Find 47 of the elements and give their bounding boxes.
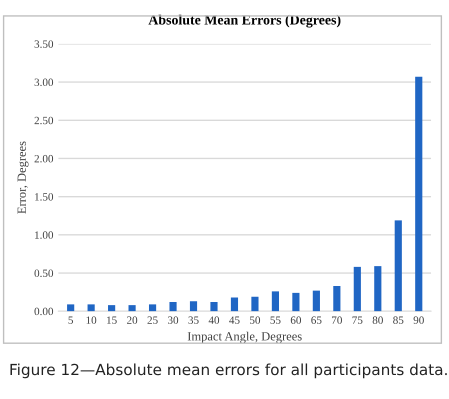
x-tick-label: 85 <box>393 316 404 324</box>
x-tick-label: 75 <box>352 316 362 324</box>
y-axis-title: Error, Degrees <box>18 141 29 214</box>
bar <box>230 297 238 312</box>
bar <box>354 266 361 312</box>
y-tick-label: 1.50 <box>35 193 54 201</box>
x-tick-label: 90 <box>414 316 424 324</box>
y-tick-label: 3.00 <box>34 78 54 86</box>
y-tick-label: 2.50 <box>34 116 54 124</box>
bar <box>415 76 422 312</box>
y-tick-label: 2.00 <box>34 154 54 162</box>
bar <box>210 302 218 312</box>
x-tick-label: 70 <box>332 316 342 324</box>
bar <box>251 296 259 312</box>
bar <box>67 304 74 312</box>
bar <box>272 291 280 312</box>
bar <box>312 290 320 312</box>
y-tick-label: 0.50 <box>34 269 54 278</box>
x-tick-label: 60 <box>290 316 302 324</box>
bar <box>128 305 136 312</box>
y-tick-label: 0.00 <box>34 308 54 316</box>
x-tick-label: 40 <box>208 316 220 324</box>
x-tick-label: 65 <box>311 316 322 324</box>
x-tick-label: 25 <box>147 316 158 324</box>
x-tick-label: 5 <box>68 316 73 324</box>
caption: Figure 12—Absolute mean errors for all participants data. <box>10 363 447 378</box>
y-tick-label: 1.00 <box>35 231 54 239</box>
bar <box>394 220 402 312</box>
x-tick-label: 80 <box>372 316 383 324</box>
y-tick-label: 3.50 <box>34 40 54 48</box>
x-tick-label: 55 <box>270 316 281 324</box>
bar <box>169 302 177 312</box>
bar <box>190 301 198 312</box>
x-tick-label: 10 <box>86 316 96 324</box>
bar <box>374 266 382 312</box>
x-axis-title: Impact Angle, Degrees <box>188 332 302 344</box>
x-tick-label: 50 <box>250 316 260 324</box>
bar <box>108 305 116 312</box>
x-tick-label: 35 <box>188 316 199 324</box>
bar <box>292 292 300 312</box>
bar <box>88 304 95 312</box>
x-tick-label: 20 <box>127 316 138 324</box>
bar <box>148 304 156 312</box>
x-tick-label: 15 <box>107 316 117 324</box>
x-tick-label: 45 <box>229 316 240 324</box>
bar <box>333 286 340 312</box>
x-tick-label: 30 <box>168 316 178 324</box>
